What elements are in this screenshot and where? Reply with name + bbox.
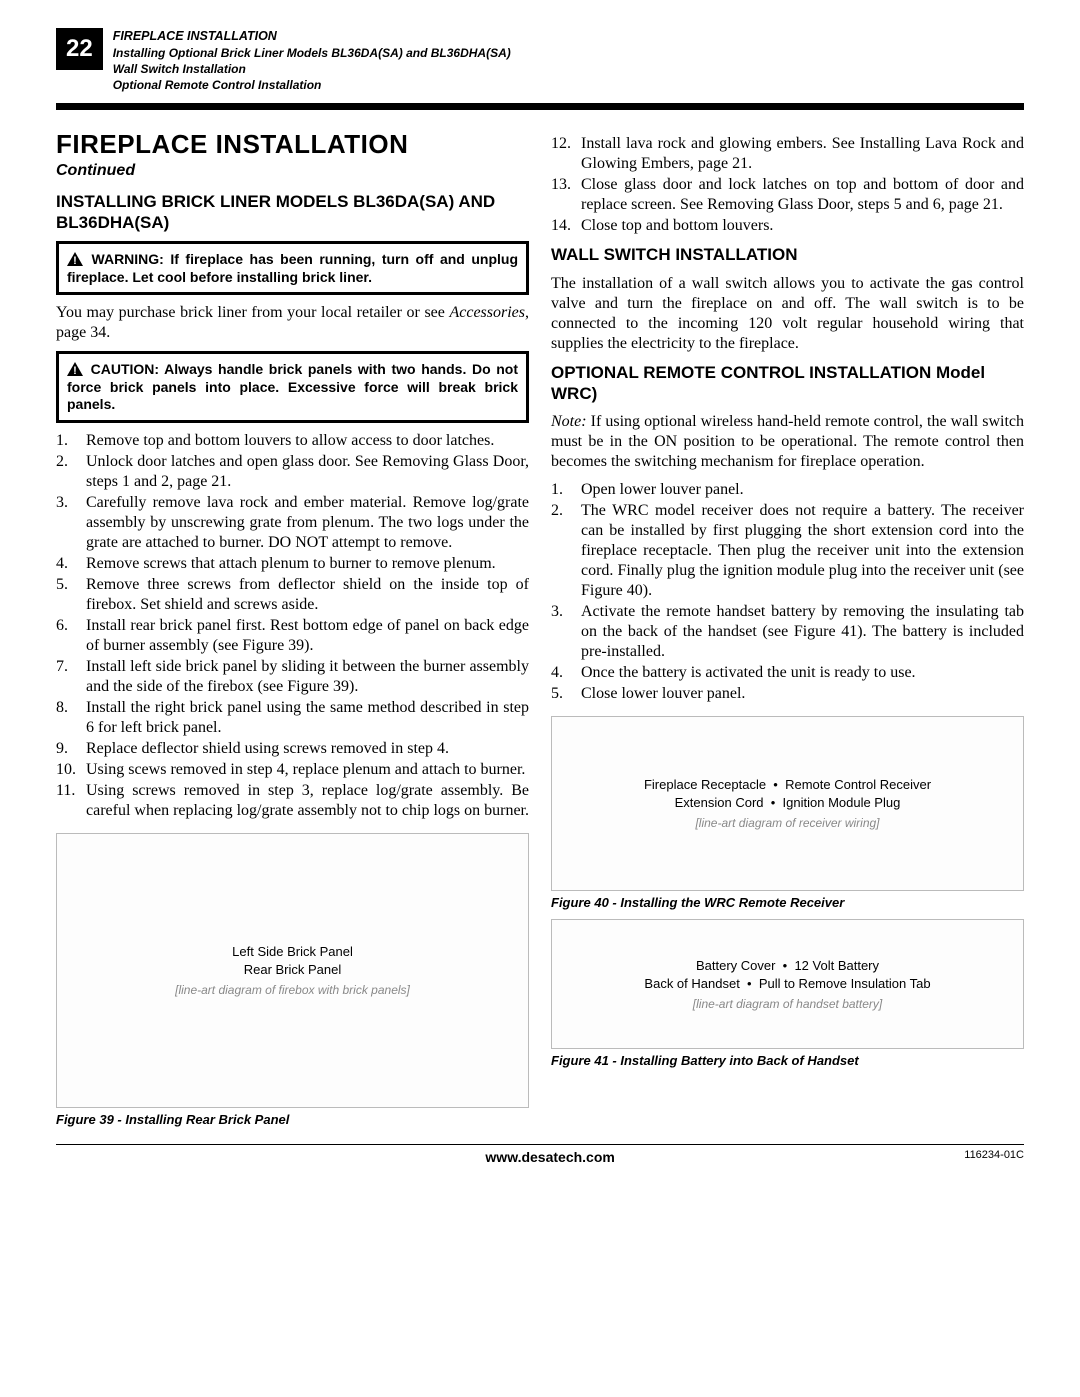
remote-step-3: Activate the remote handset battery by r…: [551, 602, 1024, 662]
fig41-label-3: Back of Handset: [644, 976, 739, 991]
step-5: Remove three screws from deflector shiel…: [56, 575, 529, 615]
step-9: Replace deflector shield using screws re…: [56, 739, 529, 759]
intro-ref: Accessories: [449, 304, 525, 321]
fig40-label-3: Extension Cord: [675, 795, 764, 810]
fig41-label-2: 12 Volt Battery: [794, 958, 879, 973]
figure-41-caption: Figure 41 - Installing Battery into Back…: [551, 1053, 1024, 1069]
step-10: Using scews removed in step 4, replace p…: [56, 760, 529, 780]
figure-39: Left Side Brick Panel Rear Brick Panel […: [56, 833, 529, 1128]
page-header: 22 FIREPLACE INSTALLATION Installing Opt…: [56, 28, 1024, 93]
figure-41-image: Battery Cover • 12 Volt Battery Back of …: [551, 919, 1024, 1049]
fig39-label-left: Left Side Brick Panel: [232, 944, 353, 959]
fig40-label-2: Remote Control Receiver: [785, 777, 931, 792]
content-columns: FIREPLACE INSTALLATION Continued INSTALL…: [56, 128, 1024, 1128]
fig40-label-4: Ignition Module Plug: [783, 795, 901, 810]
note-label: Note:: [551, 413, 587, 430]
brick-liner-steps: Remove top and bottom louvers to allow a…: [56, 431, 529, 821]
continued-label: Continued: [56, 161, 529, 181]
wall-switch-heading: WALL SWITCH INSTALLATION: [551, 244, 1024, 265]
intro-paragraph: You may purchase brick liner from your l…: [56, 303, 529, 343]
warning-text: WARNING: If fireplace has been running, …: [67, 251, 518, 285]
main-heading: FIREPLACE INSTALLATION: [56, 128, 529, 161]
page-footer: www.desatech.com 116234-01C: [56, 1144, 1024, 1167]
figure-39-caption: Figure 39 - Installing Rear Brick Panel: [56, 1112, 529, 1128]
note-body: If using optional wireless hand-held rem…: [551, 413, 1024, 470]
figure-39-image: Left Side Brick Panel Rear Brick Panel […: [56, 833, 529, 1108]
step-12: Install lava rock and glowing embers. Se…: [551, 134, 1024, 174]
header-line-1: Installing Optional Brick Liner Models B…: [113, 45, 511, 61]
remote-step-5: Close lower louver panel.: [551, 684, 1024, 704]
header-line-2: Wall Switch Installation: [113, 61, 511, 77]
step-11: Using screws removed in step 3, replace …: [56, 781, 529, 821]
step-7: Install left side brick panel by sliding…: [56, 657, 529, 697]
brick-liner-steps-cont: Install lava rock and glowing embers. Se…: [551, 134, 1024, 236]
fig39-label-rear: Rear Brick Panel: [244, 962, 342, 977]
warning-box: ! WARNING: If fireplace has been running…: [56, 241, 529, 295]
step-4: Remove screws that attach plenum to burn…: [56, 554, 529, 574]
header-title: FIREPLACE INSTALLATION: [113, 28, 511, 45]
step-8: Install the right brick panel using the …: [56, 698, 529, 738]
step-1: Remove top and bottom louvers to allow a…: [56, 431, 529, 451]
left-column: FIREPLACE INSTALLATION Continued INSTALL…: [56, 128, 529, 1128]
step-6: Install rear brick panel first. Rest bot…: [56, 616, 529, 656]
caution-box: ! CAUTION: Always handle brick panels wi…: [56, 351, 529, 423]
svg-text:!: !: [73, 255, 77, 266]
figure-40-caption: Figure 40 - Installing the WRC Remote Re…: [551, 895, 1024, 911]
caution-text: CAUTION: Always handle brick panels with…: [67, 361, 518, 412]
remote-step-1: Open lower louver panel.: [551, 480, 1024, 500]
footer-url: www.desatech.com: [136, 1149, 964, 1167]
remote-step-2: The WRC model receiver does not require …: [551, 501, 1024, 601]
figure-40-image: Fireplace Receptacle • Remote Control Re…: [551, 716, 1024, 891]
remote-control-heading: OPTIONAL REMOTE CONTROL INSTALLATION Mod…: [551, 362, 1024, 405]
fig41-label-1: Battery Cover: [696, 958, 775, 973]
header-text: FIREPLACE INSTALLATION Installing Option…: [113, 28, 511, 93]
footer-doc-id: 116234-01C: [964, 1149, 1024, 1167]
header-rule: [56, 103, 1024, 110]
remote-steps: Open lower louver panel. The WRC model r…: [551, 480, 1024, 704]
step-13: Close glass door and lock latches on top…: [551, 175, 1024, 215]
fig40-label-1: Fireplace Receptacle: [644, 777, 766, 792]
wall-switch-body: The installation of a wall switch allows…: [551, 274, 1024, 354]
figure-41: Battery Cover • 12 Volt Battery Back of …: [551, 919, 1024, 1069]
caution-icon: !: [67, 362, 83, 381]
step-3: Carefully remove lava rock and ember mat…: [56, 493, 529, 553]
page-number: 22: [56, 28, 103, 70]
intro-pre: You may purchase brick liner from your l…: [56, 304, 449, 321]
warning-icon: !: [67, 252, 83, 271]
remote-step-4: Once the battery is activated the unit i…: [551, 663, 1024, 683]
remote-note: Note: If using optional wireless hand-he…: [551, 412, 1024, 472]
figure-40: Fireplace Receptacle • Remote Control Re…: [551, 716, 1024, 911]
svg-text:!: !: [73, 365, 77, 376]
step-14: Close top and bottom louvers.: [551, 216, 1024, 236]
step-2: Unlock door latches and open glass door.…: [56, 452, 529, 492]
header-line-3: Optional Remote Control Installation: [113, 77, 511, 93]
brick-liner-heading: INSTALLING BRICK LINER MODELS BL36DA(SA)…: [56, 191, 529, 234]
fig41-label-4: Pull to Remove Insulation Tab: [759, 976, 931, 991]
right-column: Install lava rock and glowing embers. Se…: [551, 128, 1024, 1128]
